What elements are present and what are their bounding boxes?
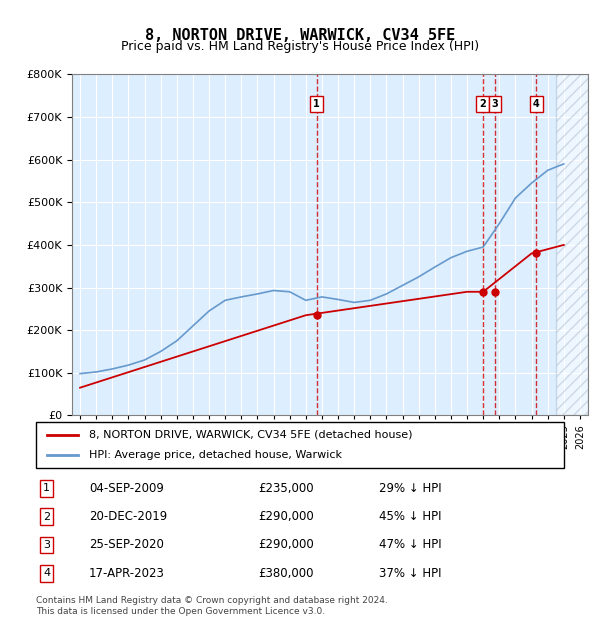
- Text: 8, NORTON DRIVE, WARWICK, CV34 5FE: 8, NORTON DRIVE, WARWICK, CV34 5FE: [145, 28, 455, 43]
- Text: 29% ↓ HPI: 29% ↓ HPI: [379, 482, 442, 495]
- Text: Price paid vs. HM Land Registry's House Price Index (HPI): Price paid vs. HM Land Registry's House …: [121, 40, 479, 53]
- Text: HPI: Average price, detached house, Warwick: HPI: Average price, detached house, Warw…: [89, 450, 342, 460]
- Text: £380,000: £380,000: [258, 567, 313, 580]
- Text: Contains HM Land Registry data © Crown copyright and database right 2024.
This d: Contains HM Land Registry data © Crown c…: [36, 596, 388, 616]
- Text: 8, NORTON DRIVE, WARWICK, CV34 5FE (detached house): 8, NORTON DRIVE, WARWICK, CV34 5FE (deta…: [89, 430, 412, 440]
- Text: 37% ↓ HPI: 37% ↓ HPI: [379, 567, 442, 580]
- Text: 20-DEC-2019: 20-DEC-2019: [89, 510, 167, 523]
- Text: 45% ↓ HPI: 45% ↓ HPI: [379, 510, 442, 523]
- Text: 3: 3: [43, 540, 50, 550]
- Text: 2: 2: [43, 512, 50, 521]
- Text: 4: 4: [533, 99, 539, 109]
- Text: 17-APR-2023: 17-APR-2023: [89, 567, 164, 580]
- Text: 3: 3: [491, 99, 499, 109]
- Text: 1: 1: [43, 484, 50, 494]
- Text: 1: 1: [313, 99, 320, 109]
- Text: £290,000: £290,000: [258, 510, 314, 523]
- Text: 04-SEP-2009: 04-SEP-2009: [89, 482, 164, 495]
- Text: 25-SEP-2020: 25-SEP-2020: [89, 539, 164, 551]
- Text: 2: 2: [479, 99, 486, 109]
- FancyBboxPatch shape: [36, 422, 564, 468]
- Text: £235,000: £235,000: [258, 482, 313, 495]
- Text: £290,000: £290,000: [258, 539, 314, 551]
- Text: 4: 4: [43, 569, 50, 578]
- Bar: [556, 74, 588, 415]
- Text: 47% ↓ HPI: 47% ↓ HPI: [379, 539, 442, 551]
